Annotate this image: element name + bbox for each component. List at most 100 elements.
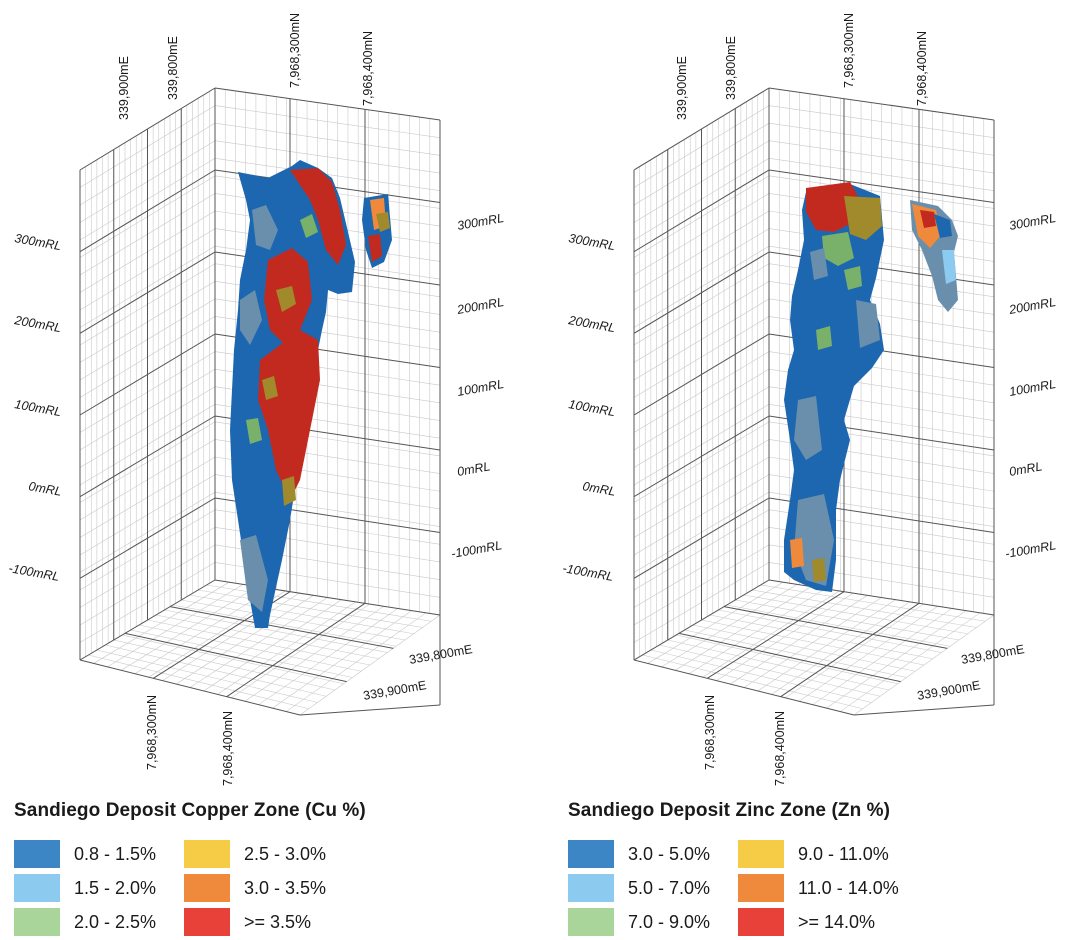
frame-line xyxy=(169,606,394,649)
bottom-northing-label: 7,968,400mN xyxy=(221,711,235,786)
top-easting-label: 339,900mE xyxy=(675,56,689,120)
legend-swatch xyxy=(184,874,230,902)
grid-line xyxy=(752,589,977,628)
grid-line xyxy=(181,599,406,641)
legend-label: 5.0 - 7.0% xyxy=(628,878,711,898)
frame-line xyxy=(79,497,216,579)
legend-label: >= 3.5% xyxy=(244,912,312,932)
legend: 3.0 - 5.0% 5.0 - 7.0% 7.0 - 9.0% 9.0 - 1… xyxy=(568,840,928,936)
grid-line xyxy=(286,612,427,712)
axis-labels: 339,900mE 339,800mE 7,968,300mN 7,968,40… xyxy=(561,13,1057,786)
top-easting-label: 339,900mE xyxy=(117,56,131,120)
grid-line xyxy=(757,599,896,692)
frame-edge xyxy=(768,87,995,121)
grid-line xyxy=(709,614,933,660)
grid-line xyxy=(853,614,995,716)
frame-edge xyxy=(214,87,441,121)
legend-item: 0.8 - 1.5% xyxy=(14,840,194,868)
right-rl-label: 200mRL xyxy=(455,295,505,317)
right-rl-label: 100mRL xyxy=(456,377,505,399)
legend-label: 11.0 - 14.0% xyxy=(798,878,899,898)
legend-item: 11.0 - 14.0% xyxy=(738,874,918,902)
right-rl-label: -100mRL xyxy=(1004,538,1057,561)
grid-line xyxy=(214,157,441,192)
legend-swatch xyxy=(738,840,784,868)
grid-line xyxy=(155,614,379,660)
copper-zone-panel: 339,900mE 339,800mE 7,968,300mN 7,968,40… xyxy=(0,0,533,940)
top-northing-label: 7,968,300mN xyxy=(288,13,302,88)
frame-line xyxy=(79,333,216,416)
grid-line xyxy=(768,140,995,174)
frame-line xyxy=(633,415,770,498)
grid-line xyxy=(826,610,967,709)
grid-line xyxy=(217,601,356,695)
legend-swatch xyxy=(568,840,614,868)
grid-line xyxy=(189,594,414,635)
top-northing-label: 7,968,400mN xyxy=(361,31,375,106)
frame-edge xyxy=(633,659,855,716)
legend-item: 1.5 - 2.0% xyxy=(14,874,194,902)
grid-line xyxy=(768,157,995,192)
frame-line xyxy=(226,602,366,698)
grid-line xyxy=(231,603,370,699)
legend-label: 3.0 - 5.0% xyxy=(628,844,711,864)
legend-label: 7.0 - 9.0% xyxy=(628,912,711,932)
grid-line xyxy=(198,589,423,628)
legend-label: 0.8 - 1.5% xyxy=(74,844,157,864)
legend-item: 3.0 - 5.0% xyxy=(568,840,748,868)
top-northing-label: 7,968,300mN xyxy=(842,13,856,88)
grid-line xyxy=(743,594,968,635)
legend-swatch xyxy=(568,908,614,936)
bottom-northing-label: 7,968,300mN xyxy=(145,695,159,770)
left-rl-label: 0mRL xyxy=(27,479,62,499)
frame-edge xyxy=(299,704,441,716)
legend-label: 2.0 - 2.5% xyxy=(74,912,157,932)
frame-line xyxy=(633,251,770,334)
copper-3d-block-view: 339,900mE 339,800mE 7,968,300mN 7,968,40… xyxy=(7,13,505,786)
grid-line xyxy=(718,609,942,653)
grid-line xyxy=(768,105,995,138)
bottom-easting-label: 339,900mE xyxy=(362,678,427,703)
legend-swatch xyxy=(738,874,784,902)
top-easting-label: 339,800mE xyxy=(166,36,180,100)
legend-swatch xyxy=(568,874,614,902)
legend-label: >= 14.0% xyxy=(798,912,876,932)
frame-line xyxy=(633,497,770,579)
bottom-northing-label: 7,968,300mN xyxy=(703,695,717,770)
legend-swatch xyxy=(14,874,60,902)
right-rl-label: 300mRL xyxy=(456,211,505,233)
legend-swatch xyxy=(738,908,784,936)
left-rl-label: 100mRL xyxy=(13,397,62,419)
grid-line xyxy=(206,584,432,622)
frame-line xyxy=(707,591,845,679)
grid-line xyxy=(771,601,910,695)
grid-line xyxy=(726,604,951,647)
legend-label: 3.0 - 3.5% xyxy=(244,878,327,898)
grid-line xyxy=(147,619,371,666)
bottom-northing-label: 7,968,400mN xyxy=(773,711,787,786)
legend-swatch xyxy=(184,908,230,936)
legend: 0.8 - 1.5% 1.5 - 2.0% 2.0 - 2.5% 2.5 - 3… xyxy=(14,840,374,936)
grid-line xyxy=(812,608,952,705)
grid-line xyxy=(244,606,384,702)
frame-line xyxy=(723,606,948,649)
frame-line xyxy=(768,169,995,203)
legend-title: Sandiego Deposit Copper Zone (Cu %) xyxy=(14,800,366,821)
grid-line xyxy=(735,599,960,641)
legend-item: 9.0 - 11.0% xyxy=(738,840,918,868)
frame-line xyxy=(79,251,216,334)
frame-line xyxy=(678,632,901,683)
grid-line xyxy=(785,603,924,699)
grid-line xyxy=(203,599,342,692)
grid-line xyxy=(272,610,413,709)
zinc-3d-block-view: 339,900mE 339,800mE 7,968,300mN 7,968,40… xyxy=(561,13,1057,786)
grid-line xyxy=(840,612,981,712)
legend-swatch xyxy=(14,840,60,868)
frame-edge xyxy=(79,659,301,716)
frame-line xyxy=(633,333,770,416)
right-rl-label: 100mRL xyxy=(1008,377,1057,399)
grid-line xyxy=(214,140,441,174)
legend-item: >= 3.5% xyxy=(184,908,364,936)
legend-item: 7.0 - 9.0% xyxy=(568,908,748,936)
right-rl-label: 200mRL xyxy=(1007,295,1057,317)
